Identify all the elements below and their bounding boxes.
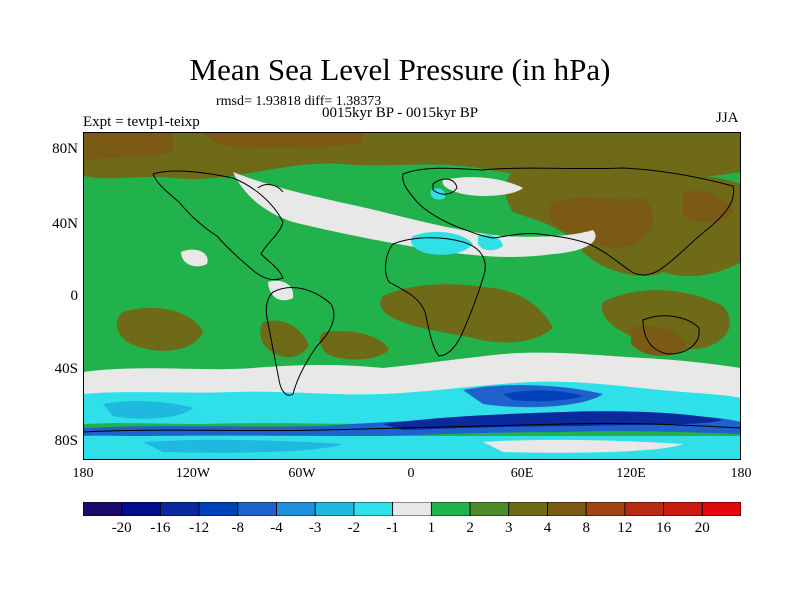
experiment-label: Expt = tevtp1-teixp — [83, 114, 200, 130]
lat-label-0: 0 — [70, 288, 79, 304]
colorbar-box-14 — [624, 502, 664, 516]
colorbar-label: -4 — [270, 520, 283, 536]
colorbar-box-11 — [508, 502, 548, 516]
lat-label-40n: 40N — [52, 216, 78, 232]
colorbar-box-4 — [237, 502, 277, 516]
colorbar-box-10 — [469, 502, 510, 516]
subtitle: 0015kyr BP - 0015kyr BP — [322, 105, 479, 121]
field-arctic-brown-west — [83, 132, 173, 162]
field-white-patch-1 — [181, 249, 208, 267]
colorbar-label: -1 — [386, 520, 399, 536]
colorbar-label: -2 — [347, 520, 361, 536]
field-antarctica-white — [483, 439, 683, 453]
lon-label-0: 0 — [407, 466, 415, 481]
lon-label-60w: 60W — [288, 466, 316, 481]
lat-label-80s: 80S — [54, 433, 78, 449]
colorbar-label: -16 — [150, 520, 171, 536]
coast-antarctica — [83, 422, 741, 433]
coast-south-america — [265, 287, 335, 396]
colorbar-label: -12 — [189, 520, 210, 536]
colorbar-label: -3 — [308, 520, 322, 536]
colorbar-box-7 — [353, 502, 394, 516]
field-south-pacific-olive — [116, 307, 203, 351]
colorbar-label: 1 — [427, 520, 436, 536]
field-southern-dark-blue — [503, 390, 583, 402]
colorbar-box-6 — [314, 502, 355, 516]
colorbar-box-1 — [121, 502, 161, 516]
colorbar-box-0 — [83, 502, 123, 516]
lon-label-120e: 120E — [616, 466, 646, 481]
colorbar-label: 16 — [656, 520, 672, 536]
lon-label-180e: 180 — [730, 466, 752, 481]
field-antarctica-mid — [143, 439, 343, 453]
colorbar-box-13 — [585, 502, 626, 516]
colorbar — [83, 502, 741, 516]
colorbar-box-5 — [276, 502, 316, 516]
colorbar-label: 3 — [505, 520, 513, 536]
lon-label-120w: 120W — [175, 466, 211, 481]
field-white-patch-3 — [363, 224, 390, 240]
colorbar-box-3 — [198, 502, 239, 516]
coast-africa — [385, 237, 486, 357]
coast-hudson — [257, 184, 284, 193]
field-med-cyan-east — [478, 234, 503, 251]
lon-label-60e: 60E — [510, 466, 534, 481]
field-atlantic-olive — [380, 284, 553, 343]
lat-label-40s: 40S — [54, 361, 78, 377]
coast-scandinavia — [432, 178, 458, 195]
coast-australia — [642, 315, 700, 355]
colorbar-label: -8 — [231, 520, 245, 536]
lon-label-180w: 180 — [72, 466, 94, 481]
colorbar-label: 12 — [617, 520, 633, 536]
field-south-atlantic-olive — [319, 330, 389, 360]
coast-eurasia — [402, 167, 735, 276]
colorbar-label: 20 — [694, 520, 710, 536]
colorbar-box-2 — [160, 502, 200, 516]
colorbar-label: 2 — [466, 520, 474, 536]
field-white-patch-2 — [268, 280, 294, 301]
field-europe-white — [442, 177, 523, 196]
colorbar-label: 8 — [582, 520, 590, 536]
colorbar-box-9 — [430, 502, 471, 516]
stats-text: rmsd= 1.93818 diff= 1.38373 — [216, 94, 382, 109]
coastlines — [83, 167, 741, 433]
chart-title: Mean Sea Level Pressure (in hPa) — [189, 52, 611, 87]
colorbar-label: -20 — [111, 520, 132, 536]
pressure-anomaly-map — [83, 132, 741, 460]
colorbar-labels: -20 -16 -12 -8 -4 -3 -2 -1 1 2 3 4 8 12 16 20 — [0, 520, 800, 540]
field-arctic-brown — [203, 132, 363, 148]
coast-north-america — [152, 170, 284, 281]
colorbar-box-8 — [392, 502, 432, 516]
field-southern-mid-blue-1 — [103, 401, 193, 419]
map-frame — [83, 132, 741, 460]
season-label: JJA — [716, 110, 739, 126]
colorbar-box-15 — [663, 502, 703, 516]
colorbar-label: 4 — [543, 520, 552, 536]
colorbar-box-12 — [547, 502, 587, 516]
field-antarctic-dark-blue — [383, 411, 723, 430]
lat-label-80n: 80N — [52, 141, 78, 157]
colorbar-box-16 — [701, 502, 741, 516]
field-pacific-brown — [683, 190, 733, 223]
